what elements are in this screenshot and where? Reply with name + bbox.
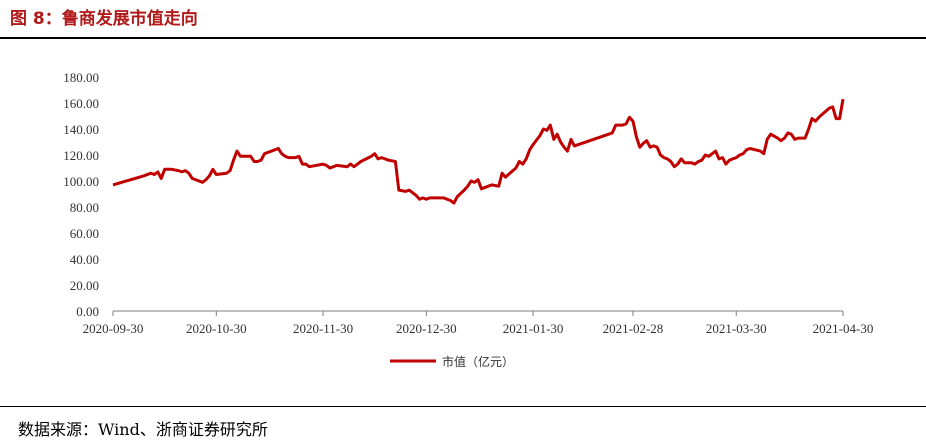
y-tick-label: 80.00 <box>70 200 99 215</box>
bottom-divider <box>0 406 926 407</box>
y-tick-label: 140.00 <box>63 122 99 137</box>
x-tick-label: 2021-03-30 <box>706 321 767 336</box>
x-tick-label: 2020-12-30 <box>396 321 457 336</box>
y-tick-label: 180.00 <box>63 70 99 85</box>
x-tick-label: 2021-02-28 <box>603 321 664 336</box>
legend-label: 市值（亿元） <box>442 354 514 369</box>
x-tick-label: 2020-11-30 <box>293 321 353 336</box>
x-tick-label: 2020-10-30 <box>186 321 247 336</box>
y-tick-label: 160.00 <box>63 96 99 111</box>
y-tick-label: 60.00 <box>70 226 99 241</box>
y-tick-label: 20.00 <box>70 278 99 293</box>
y-tick-label: 40.00 <box>70 252 99 267</box>
chart-title: 图 8：鲁商发展市值走向 <box>10 9 198 29</box>
x-axis-ticks: 2020-09-30 2020-10-30 2020-11-30 2020-12-30… <box>83 311 874 336</box>
y-tick-label: 120.00 <box>63 148 99 163</box>
x-tick-label: 2021-01-30 <box>503 321 564 336</box>
top-divider <box>0 37 926 39</box>
series-line-market-cap <box>112 98 845 205</box>
y-axis-ticks: 0.00 20.00 40.00 60.00 80.00 100.00 120.00 140.… <box>63 70 99 319</box>
x-tick-label: 2021-04-30 <box>813 321 874 336</box>
x-tick-label: 2020-09-30 <box>83 321 144 336</box>
y-tick-label: 0.00 <box>76 304 99 319</box>
source-note: 数据来源：Wind、浙商证券研究所 <box>18 420 268 439</box>
y-tick-label: 100.00 <box>63 174 99 189</box>
legend: 市值（亿元） <box>390 354 514 369</box>
